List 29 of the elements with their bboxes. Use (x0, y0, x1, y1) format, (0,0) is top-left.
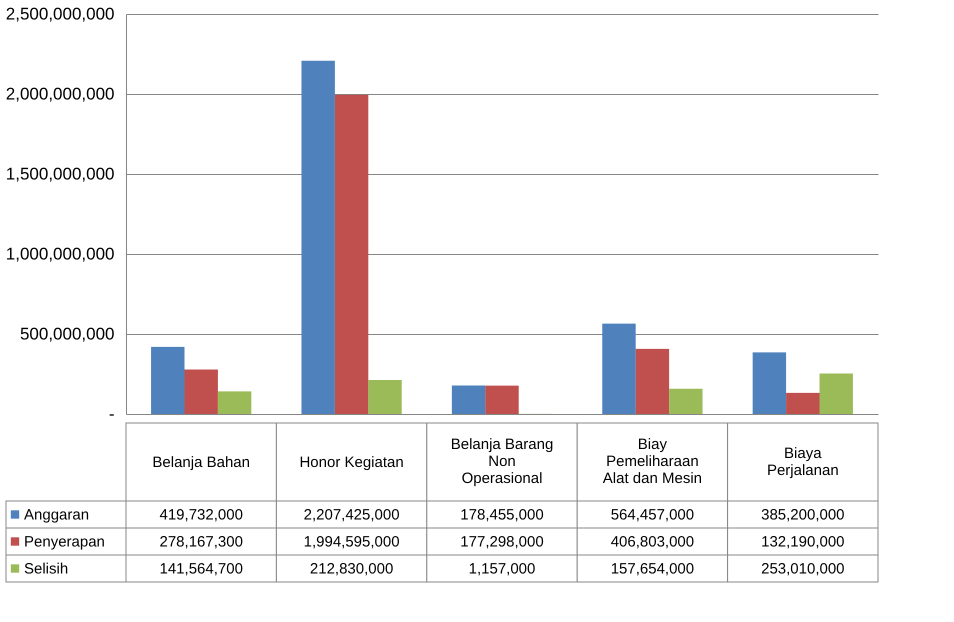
data-label: 157,654,000 (610, 560, 694, 578)
data-label: 385,200,000 (761, 506, 845, 524)
x-tick-label: Biay Pemeliharaan Alat dan Mesin (602, 436, 702, 487)
data-label: 1,994,595,000 (304, 534, 400, 550)
x-tick-label: Honor Kegiatan (299, 454, 404, 471)
legend-label: Selisih (24, 560, 68, 578)
data-label: 253,010,000 (761, 560, 845, 578)
x-tick-label: Biaya Perjalanan (766, 445, 839, 479)
data-label: 132,190,000 (761, 534, 845, 550)
data-label: 278,167,300 (159, 534, 243, 550)
data-label: 406,803,000 (610, 534, 694, 550)
y-tick-label: - (108, 404, 114, 424)
y-tick-label: 1,000,000,000 (6, 244, 114, 264)
data-label: 178,455,000 (460, 506, 544, 524)
y-tick-label: 500,000,000 (20, 324, 114, 344)
data-label: 212,830,000 (310, 560, 394, 578)
y-tick-label: 2,000,000,000 (6, 84, 114, 104)
legend-label: Anggaran (24, 506, 90, 524)
data-label: 177,298,000 (460, 534, 544, 550)
x-tick-label: Belanja Bahan (152, 454, 250, 471)
data-label: 419,732,000 (159, 506, 243, 524)
data-label: 141,564,700 (159, 560, 243, 578)
legend-label: Penyerapan (24, 534, 105, 550)
y-tick-label: 2,500,000,000 (6, 4, 114, 24)
data-label: 2,207,425,000 (304, 506, 400, 524)
y-tick-label: 1,500,000,000 (6, 164, 114, 184)
data-label: 564,457,000 (610, 506, 694, 524)
x-tick-label: Belanja Barang Non Operasional (450, 436, 554, 487)
data-label: 1,157,000 (468, 560, 536, 578)
